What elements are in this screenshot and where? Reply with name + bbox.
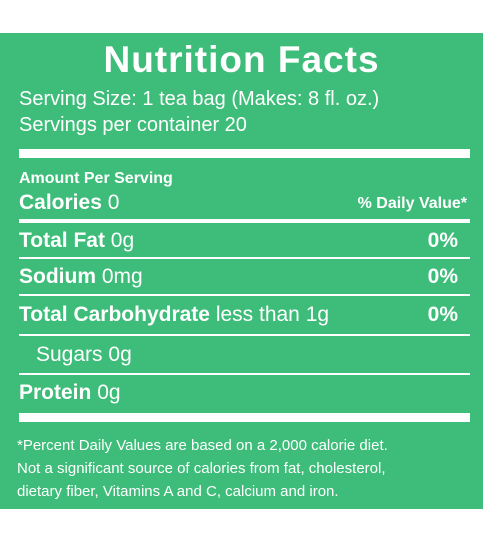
thick-divider: [19, 413, 470, 422]
nutrient-row: Sodium 0mg 0%: [19, 265, 470, 289]
divider: [19, 219, 470, 223]
nutrient-amount: 0g: [110, 229, 135, 252]
footnote-line: *Percent Daily Values are based on a 2,0…: [17, 437, 388, 454]
nutrient-row-sub: Sugars 0g: [36, 343, 470, 367]
nutrient-row: Total Fat 0g 0%: [19, 229, 470, 253]
footnote-line: dietary fiber, Vitamins A and C, calcium…: [17, 483, 339, 500]
daily-value-header: % Daily Value*: [357, 195, 467, 212]
nutrient-name: Total Fat: [19, 229, 105, 252]
nutrient-name: Sugars: [36, 343, 103, 366]
footnote-line: Not a significant source of calories fro…: [17, 460, 386, 477]
serving-size: Serving Size: 1 tea bag (Makes: 8 fl. oz…: [19, 88, 380, 110]
calories-value: 0: [107, 191, 120, 214]
divider: [19, 334, 470, 336]
divider: [19, 294, 470, 296]
calories-row: Calories 0: [19, 191, 470, 215]
nutrient-amount: 0mg: [101, 265, 143, 288]
thick-divider: [19, 149, 470, 158]
nutrient-amount: less than 1g: [215, 303, 330, 326]
nutrient-daily-value: 0%: [427, 265, 458, 288]
amount-per-serving: Amount Per Serving: [19, 170, 173, 187]
servings-per-container: Servings per container 20: [19, 114, 247, 136]
nutrient-daily-value: 0%: [427, 229, 458, 252]
divider: [19, 257, 470, 259]
nutrient-row: Total Carbohydrate less than 1g 0%: [19, 303, 470, 327]
nutrition-facts-panel: Nutrition Facts Serving Size: 1 tea bag …: [0, 33, 483, 509]
nutrient-name: Total Carbohydrate: [19, 303, 210, 326]
nutrient-amount: 0g: [108, 343, 132, 366]
label-title: Nutrition Facts: [103, 39, 380, 80]
nutrient-name: Sodium: [19, 265, 96, 288]
nutrient-name: Protein: [19, 381, 92, 404]
nutrient-daily-value: 0%: [427, 303, 458, 326]
divider: [19, 373, 470, 375]
nutrient-row: Protein 0g: [19, 381, 470, 405]
calories-label: Calories: [19, 191, 102, 214]
nutrient-amount: 0g: [97, 381, 121, 404]
